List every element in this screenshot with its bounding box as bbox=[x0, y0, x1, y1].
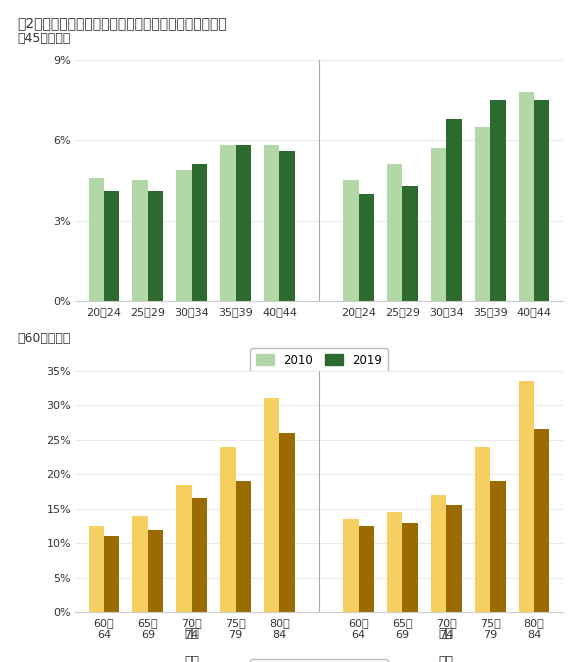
Bar bbox=[220, 447, 235, 612]
Bar bbox=[280, 151, 295, 301]
Bar bbox=[431, 495, 446, 612]
Bar bbox=[446, 118, 462, 301]
Bar bbox=[280, 433, 295, 612]
Bar bbox=[403, 522, 418, 612]
Bar bbox=[264, 399, 280, 612]
Bar bbox=[519, 381, 534, 612]
Bar bbox=[220, 146, 235, 301]
Text: 男性: 男性 bbox=[184, 655, 199, 662]
Bar bbox=[387, 512, 403, 612]
Bar bbox=[387, 164, 403, 301]
Bar bbox=[446, 505, 462, 612]
Bar bbox=[534, 100, 549, 301]
Bar bbox=[192, 498, 207, 612]
Legend: 2010, 2019: 2010, 2019 bbox=[250, 348, 388, 373]
Bar bbox=[148, 191, 163, 301]
Text: （60歳以上）: （60歳以上） bbox=[17, 332, 71, 346]
Text: 男性: 男性 bbox=[184, 628, 199, 640]
Bar bbox=[176, 169, 192, 301]
Bar bbox=[192, 164, 207, 301]
Text: 女性: 女性 bbox=[439, 655, 454, 662]
Bar bbox=[89, 526, 104, 612]
Bar bbox=[358, 526, 374, 612]
Bar bbox=[132, 180, 148, 301]
Bar bbox=[235, 481, 251, 612]
Text: （45歳未満）: （45歳未満） bbox=[17, 32, 71, 45]
Text: 図2　健康上の問題で日常生活に制限がある割合の変化: 図2 健康上の問題で日常生活に制限がある割合の変化 bbox=[17, 17, 227, 30]
Bar bbox=[475, 126, 490, 301]
Bar bbox=[403, 186, 418, 301]
Bar bbox=[148, 530, 163, 612]
Bar bbox=[104, 191, 119, 301]
Bar bbox=[264, 146, 280, 301]
Bar bbox=[431, 148, 446, 301]
Bar bbox=[132, 516, 148, 612]
Bar bbox=[519, 92, 534, 301]
Bar bbox=[490, 481, 506, 612]
Bar bbox=[343, 180, 358, 301]
Bar bbox=[475, 447, 490, 612]
Bar bbox=[235, 146, 251, 301]
Bar bbox=[534, 430, 549, 612]
Bar bbox=[176, 485, 192, 612]
Bar bbox=[104, 536, 119, 612]
Bar bbox=[358, 194, 374, 301]
Bar bbox=[343, 519, 358, 612]
Bar bbox=[490, 100, 506, 301]
Legend: 2010, 2019: 2010, 2019 bbox=[250, 659, 388, 662]
Bar bbox=[89, 177, 104, 301]
Text: 女性: 女性 bbox=[439, 628, 454, 640]
